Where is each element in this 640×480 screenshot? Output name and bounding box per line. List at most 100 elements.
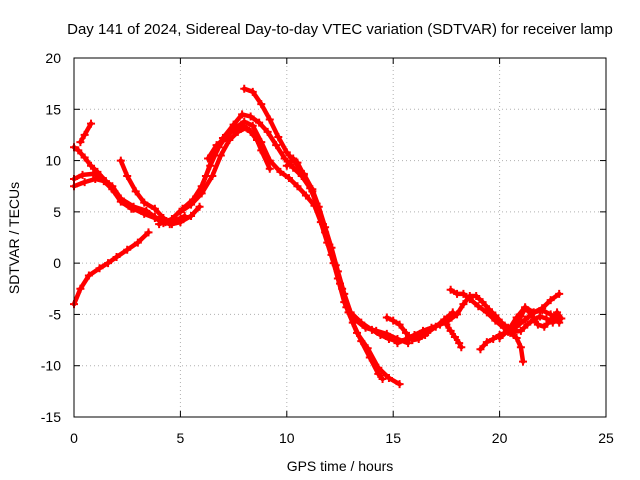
data-point xyxy=(536,312,545,321)
data-point xyxy=(276,167,285,176)
data-point xyxy=(123,245,132,254)
data-point xyxy=(327,250,336,259)
data-point xyxy=(140,198,149,207)
data-point xyxy=(523,320,532,329)
data-point xyxy=(516,326,525,335)
y-tick-label: 10 xyxy=(45,153,61,169)
y-tick-label: 0 xyxy=(53,255,61,271)
data-point xyxy=(155,220,164,229)
data-point xyxy=(516,312,525,321)
data-point xyxy=(274,132,283,141)
data-point xyxy=(129,202,138,211)
data-point xyxy=(97,174,106,183)
series-arc-5 xyxy=(76,119,96,147)
data-point xyxy=(80,178,89,187)
data-point xyxy=(499,323,508,332)
data-point xyxy=(116,156,125,165)
data-point xyxy=(367,325,376,334)
data-point xyxy=(395,380,404,389)
data-point xyxy=(246,127,255,136)
data-point xyxy=(395,320,404,329)
data-point xyxy=(104,259,113,268)
data-point xyxy=(482,338,491,347)
data-point xyxy=(455,339,464,348)
data-point xyxy=(284,174,293,183)
y-tick-label: 5 xyxy=(53,204,61,220)
data-point xyxy=(201,171,210,180)
x-tick-label: 20 xyxy=(492,430,508,446)
data-point xyxy=(533,320,542,329)
data-point xyxy=(78,170,87,179)
data-point xyxy=(221,134,230,143)
data-point xyxy=(333,274,342,283)
data-point xyxy=(167,215,176,224)
data-point xyxy=(116,194,125,203)
data-point xyxy=(446,326,455,335)
data-point xyxy=(76,138,85,147)
x-tick-label: 0 xyxy=(70,430,78,446)
tick-labels: 0 5 10 15 20 25 -15 -10 -5 0 5 10 15 20 xyxy=(41,50,614,446)
data-point xyxy=(340,298,349,307)
data-point xyxy=(495,334,504,343)
data-point xyxy=(193,192,202,201)
data-point xyxy=(516,343,525,352)
data-point xyxy=(472,291,481,300)
data-point xyxy=(144,228,153,237)
data-point xyxy=(89,169,98,178)
data-point xyxy=(457,343,466,352)
data-point xyxy=(187,211,196,220)
data-point xyxy=(418,326,427,335)
series-arc-10 xyxy=(204,121,268,163)
data-point xyxy=(255,118,264,127)
series-arc-6 xyxy=(116,156,204,229)
data-point xyxy=(265,115,274,124)
data-point xyxy=(384,374,393,383)
data-point xyxy=(410,330,419,339)
data-point xyxy=(299,170,308,179)
y-axis-label: SDTVAR / TECUs xyxy=(6,182,22,294)
data-point xyxy=(519,357,528,366)
y-tick-label: -10 xyxy=(41,358,61,374)
data-point xyxy=(229,125,238,134)
x-tick-label: 25 xyxy=(598,430,614,446)
y-tick-label: 15 xyxy=(45,101,61,117)
data-point xyxy=(427,323,436,332)
series-arc-12 xyxy=(282,154,387,384)
plot-area xyxy=(70,84,566,389)
series-arc-15 xyxy=(442,320,466,352)
data-point xyxy=(321,228,330,237)
data-point xyxy=(246,112,255,121)
data-point xyxy=(450,332,459,341)
data-point xyxy=(382,313,391,322)
data-point xyxy=(80,153,89,162)
data-point xyxy=(314,207,323,216)
data-point xyxy=(538,304,547,313)
data-point xyxy=(521,315,530,324)
data-point xyxy=(546,316,555,325)
data-point xyxy=(123,171,132,180)
data-point xyxy=(553,308,562,317)
y-tick-label: -5 xyxy=(49,306,62,322)
data-point xyxy=(401,335,410,344)
data-point xyxy=(76,284,85,293)
data-point xyxy=(365,353,374,362)
data-point xyxy=(357,318,366,327)
x-tick-label: 5 xyxy=(177,430,185,446)
data-point xyxy=(357,337,366,346)
data-point xyxy=(478,298,487,307)
data-point xyxy=(459,289,468,298)
data-point xyxy=(238,110,247,119)
data-point xyxy=(378,375,387,384)
data-point xyxy=(491,316,500,325)
data-point xyxy=(253,136,262,145)
series-arc-16 xyxy=(446,285,528,366)
data-point xyxy=(225,136,234,145)
data-point xyxy=(272,141,281,150)
data-point xyxy=(259,148,268,157)
data-point xyxy=(176,218,185,227)
data-point xyxy=(444,316,453,325)
series-line xyxy=(205,123,266,161)
data-point xyxy=(546,296,555,305)
